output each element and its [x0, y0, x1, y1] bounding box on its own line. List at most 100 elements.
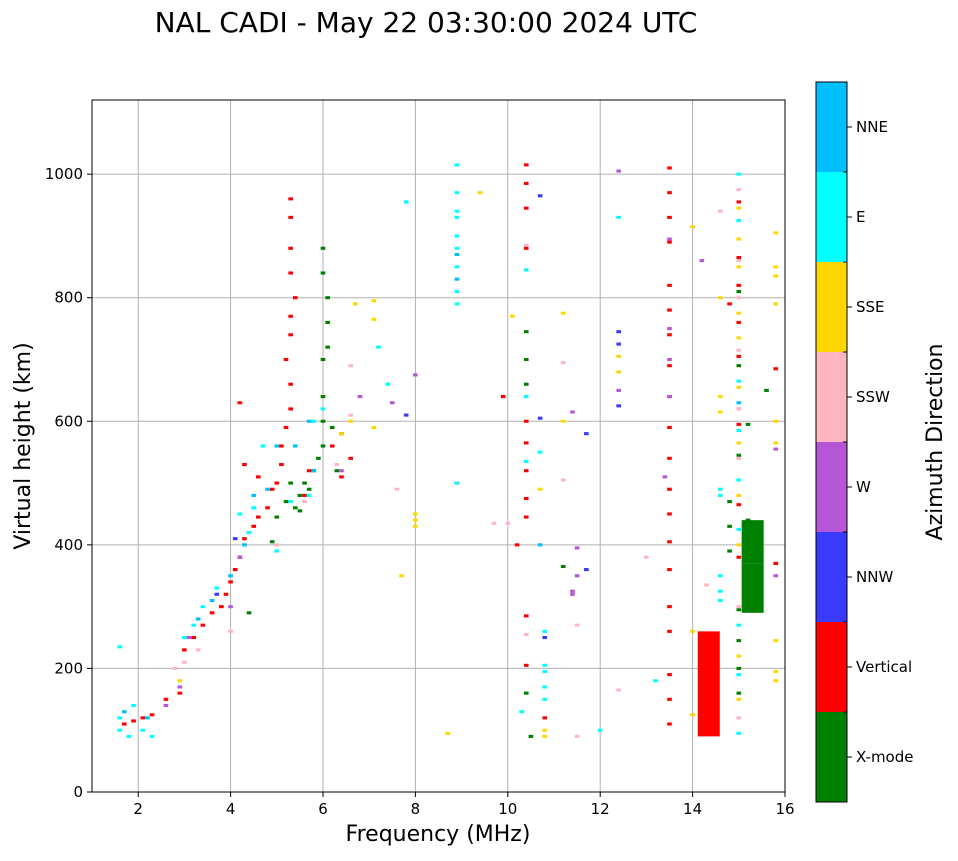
point-sse	[537, 487, 543, 491]
colorbar-segment	[816, 622, 847, 712]
point-ssw	[718, 209, 723, 213]
point-x-mode	[745, 518, 751, 522]
point-nnw	[584, 432, 589, 436]
point-e	[454, 163, 460, 167]
point-x-mode	[325, 296, 330, 300]
point-vertical	[667, 333, 672, 337]
point-sse	[736, 654, 742, 658]
point-x-mode	[288, 481, 293, 485]
colorbar-label: W	[856, 478, 871, 496]
point-vertical	[149, 713, 155, 717]
point-ssw	[491, 521, 497, 525]
point-nne	[311, 469, 317, 473]
point-sse	[736, 441, 742, 445]
colorbar-segment	[816, 262, 847, 352]
point-ssw	[574, 623, 580, 627]
point-sse	[718, 296, 723, 300]
point-vertical	[523, 206, 529, 210]
point-x-mode	[560, 564, 566, 569]
point-ssw	[704, 583, 709, 587]
point-vertical	[283, 357, 289, 362]
colorbar-label: NNE	[856, 118, 888, 136]
point-x-mode	[727, 549, 732, 553]
point-e	[454, 289, 460, 294]
point-nne	[265, 487, 270, 491]
point-sse	[690, 713, 695, 717]
point-vertical	[667, 487, 672, 491]
point-sse	[736, 237, 742, 241]
point-vertical	[191, 635, 196, 640]
point-vertical	[523, 441, 529, 445]
point-x-mode	[736, 691, 742, 695]
point-w	[667, 327, 672, 331]
point-sse	[616, 370, 621, 374]
x-tick-label: 8	[411, 800, 421, 818]
point-vertical	[292, 296, 298, 300]
point-sse	[371, 317, 377, 321]
point-e	[117, 716, 123, 720]
point-e	[542, 669, 548, 674]
point-w	[773, 574, 779, 578]
point-e	[454, 215, 460, 219]
point-vertical	[667, 512, 672, 516]
point-e	[306, 493, 312, 497]
point-e	[736, 478, 742, 482]
point-e	[454, 302, 460, 306]
point-x-mode	[274, 515, 280, 519]
y-tick-label: 0	[73, 783, 83, 801]
point-x-mode	[306, 487, 312, 491]
point-e	[597, 728, 603, 732]
point-e	[246, 530, 252, 535]
point-vertical	[265, 506, 270, 510]
point-w	[667, 395, 672, 399]
point-e	[454, 265, 460, 269]
point-x-mode	[292, 506, 298, 510]
point-e	[616, 215, 621, 219]
point-nne	[242, 543, 247, 547]
point-vertical	[163, 697, 169, 701]
point-sse	[736, 385, 742, 389]
point-sse	[736, 206, 742, 210]
point-e	[542, 685, 548, 689]
point-e	[140, 728, 146, 732]
point-x-mode	[736, 608, 742, 612]
point-e	[131, 703, 136, 708]
point-sse	[616, 354, 621, 358]
point-e	[523, 395, 529, 399]
point-e	[376, 345, 381, 349]
point-sse	[339, 432, 344, 436]
x-tick-label: 16	[775, 800, 794, 818]
point-w	[616, 388, 621, 392]
point-ssw	[228, 629, 233, 633]
point-vertical	[223, 592, 229, 596]
point-vertical	[232, 568, 238, 572]
point-e	[126, 734, 132, 738]
point-w	[574, 574, 580, 578]
point-ssw	[172, 666, 178, 670]
point-e	[718, 493, 723, 497]
point-sse	[718, 395, 723, 399]
y-tick-label: 800	[54, 289, 83, 307]
point-e	[542, 663, 548, 667]
point-vertical	[302, 493, 307, 497]
point-e	[454, 234, 460, 238]
point-vertical	[667, 605, 672, 609]
point-e	[736, 218, 742, 223]
point-e	[523, 459, 529, 463]
point-vertical	[288, 407, 293, 411]
point-e	[718, 589, 723, 593]
point-x-mode	[297, 493, 303, 497]
point-x-mode	[320, 271, 326, 275]
point-sse	[736, 265, 742, 269]
point-vertical	[269, 487, 275, 491]
point-vertical	[228, 580, 233, 584]
point-w	[699, 259, 705, 263]
point-vertical	[306, 469, 312, 473]
point-w	[662, 475, 668, 479]
point-ssw	[274, 543, 280, 547]
point-w	[574, 546, 580, 550]
point-vertical	[667, 722, 672, 726]
point-e	[320, 407, 326, 411]
point-vertical	[523, 181, 529, 185]
point-sse	[690, 629, 695, 633]
